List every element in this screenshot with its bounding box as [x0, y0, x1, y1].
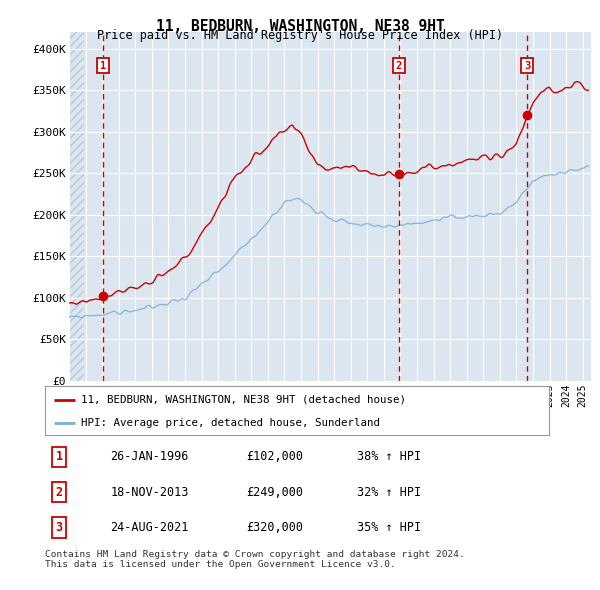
Text: 32% ↑ HPI: 32% ↑ HPI [358, 486, 422, 499]
Text: Contains HM Land Registry data © Crown copyright and database right 2024.
This d: Contains HM Land Registry data © Crown c… [45, 550, 465, 569]
Text: 18-NOV-2013: 18-NOV-2013 [110, 486, 189, 499]
Text: £320,000: £320,000 [247, 521, 304, 534]
Text: 38% ↑ HPI: 38% ↑ HPI [358, 450, 422, 463]
Text: 24-AUG-2021: 24-AUG-2021 [110, 521, 189, 534]
Text: £102,000: £102,000 [247, 450, 304, 463]
Text: 2: 2 [56, 486, 62, 499]
Text: 1: 1 [56, 450, 62, 463]
Text: 3: 3 [524, 61, 530, 71]
Text: 11, BEDBURN, WASHINGTON, NE38 9HT: 11, BEDBURN, WASHINGTON, NE38 9HT [155, 19, 445, 34]
Text: 35% ↑ HPI: 35% ↑ HPI [358, 521, 422, 534]
Text: 1: 1 [100, 61, 106, 71]
Text: HPI: Average price, detached house, Sunderland: HPI: Average price, detached house, Sund… [81, 418, 380, 428]
Text: £249,000: £249,000 [247, 486, 304, 499]
Text: 3: 3 [56, 521, 62, 534]
Text: 11, BEDBURN, WASHINGTON, NE38 9HT (detached house): 11, BEDBURN, WASHINGTON, NE38 9HT (detac… [81, 395, 406, 405]
Text: Price paid vs. HM Land Registry's House Price Index (HPI): Price paid vs. HM Land Registry's House … [97, 30, 503, 42]
Text: 26-JAN-1996: 26-JAN-1996 [110, 450, 189, 463]
Text: 2: 2 [395, 61, 402, 71]
